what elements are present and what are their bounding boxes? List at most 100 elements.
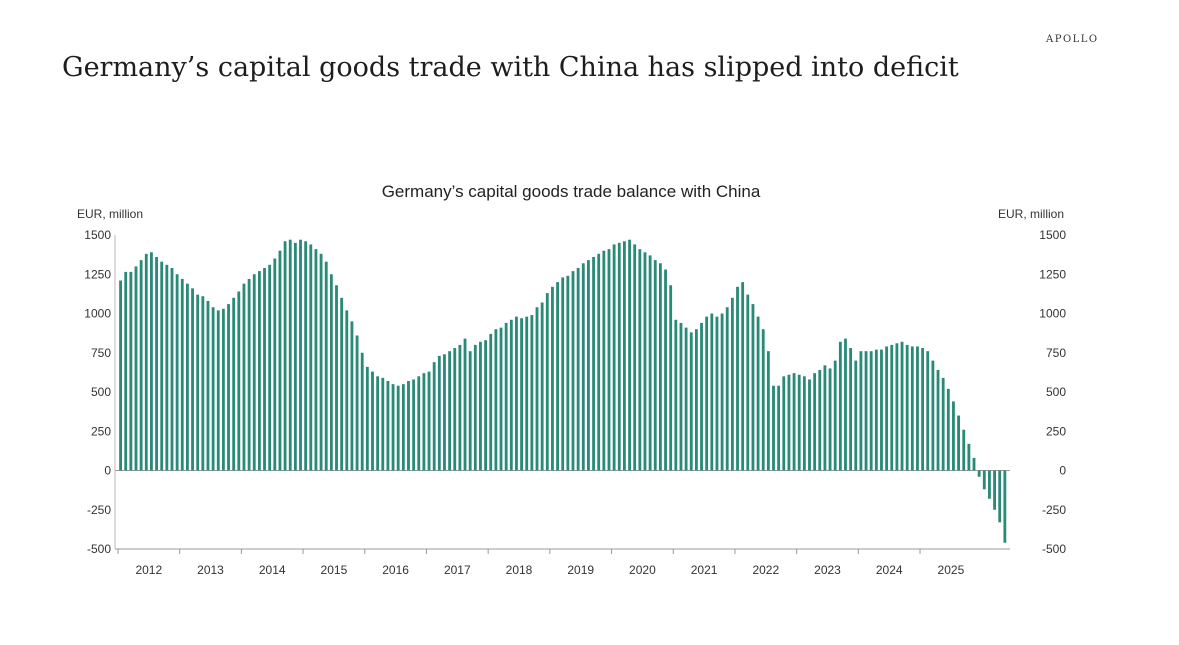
bar <box>730 297 734 471</box>
bar <box>458 344 462 471</box>
bar <box>916 346 919 471</box>
bar <box>401 384 405 471</box>
bar <box>972 457 976 471</box>
bar <box>880 349 883 471</box>
bar <box>772 385 775 471</box>
bar <box>715 316 719 471</box>
bar <box>494 329 498 471</box>
bar <box>263 267 266 471</box>
bar <box>134 266 138 471</box>
bar <box>741 282 745 471</box>
bar <box>443 354 446 471</box>
y-tick-label-right: 1500 <box>1039 228 1066 242</box>
bar <box>221 308 225 471</box>
bar <box>340 297 344 471</box>
bar <box>854 360 858 471</box>
bar <box>268 264 272 471</box>
bar <box>232 297 236 471</box>
bar <box>628 239 631 471</box>
bar <box>288 239 292 471</box>
bar <box>335 285 338 471</box>
bar <box>561 277 565 471</box>
bar <box>412 379 416 471</box>
bar <box>679 322 683 471</box>
x-tick-label: 2020 <box>629 563 656 577</box>
bar <box>633 244 637 471</box>
bar <box>473 344 477 471</box>
bar <box>838 341 842 471</box>
bar <box>509 319 513 471</box>
bar <box>556 282 559 471</box>
bar <box>808 379 811 471</box>
bar <box>710 313 714 471</box>
bar <box>869 351 873 471</box>
bar <box>566 275 570 471</box>
x-tick-label: 2014 <box>259 563 286 577</box>
bar <box>823 365 827 471</box>
bar <box>227 304 230 471</box>
bar <box>982 470 986 490</box>
bar <box>185 283 189 471</box>
bar <box>407 381 410 471</box>
bar <box>962 429 966 471</box>
y-tick-label-left: 1250 <box>84 267 111 281</box>
y-tick-label-right: -250 <box>1042 503 1066 517</box>
bar <box>150 252 153 471</box>
x-tick-label: 2016 <box>382 563 409 577</box>
y-axis-right: 1500 1250 1000 750 500 250 0 -250 -500 <box>1039 228 1066 556</box>
bar <box>350 321 354 471</box>
y-tick-label-left: 500 <box>91 385 111 399</box>
bar <box>489 333 493 471</box>
bar <box>761 329 765 471</box>
bar <box>977 470 981 477</box>
bar <box>345 310 349 471</box>
bar <box>890 344 894 471</box>
y-tick-label-left: -250 <box>87 503 111 517</box>
bar <box>957 415 960 471</box>
bar <box>818 370 822 471</box>
bar <box>124 271 128 471</box>
bar <box>952 401 955 471</box>
bar <box>725 307 729 471</box>
bar <box>988 470 991 499</box>
bar <box>910 346 914 471</box>
bar <box>252 274 256 471</box>
bar <box>777 385 781 471</box>
bar <box>782 376 786 471</box>
x-tick-label: 2018 <box>506 563 533 577</box>
bar <box>602 250 606 471</box>
bar <box>833 360 837 471</box>
bar <box>751 304 755 471</box>
bar <box>623 241 626 471</box>
bar <box>689 332 693 471</box>
bar <box>592 256 595 471</box>
bar <box>926 351 930 471</box>
bar <box>607 249 611 471</box>
y-axis-left: 1500 1250 1000 750 500 250 0 -250 -500 <box>84 228 111 556</box>
bar <box>417 376 421 471</box>
bar <box>993 470 996 510</box>
y-tick-label-right: 1250 <box>1039 267 1066 281</box>
x-tick-label: 2017 <box>444 563 471 577</box>
y-tick-label-right: 0 <box>1059 464 1066 478</box>
bar <box>720 313 724 471</box>
bar <box>242 283 246 471</box>
bar <box>859 351 863 471</box>
y-tick-label-right: 1000 <box>1039 307 1066 321</box>
y-tick-label-left: 0 <box>104 464 111 478</box>
bar <box>129 271 133 471</box>
bar <box>237 291 241 471</box>
bar <box>139 260 143 471</box>
brand-logo: APOLLO <box>1046 34 1099 45</box>
bar <box>309 244 313 471</box>
bar <box>432 362 436 471</box>
bar <box>119 280 122 471</box>
bar <box>180 278 184 471</box>
bar <box>144 253 148 471</box>
bar <box>597 253 601 471</box>
bar <box>617 242 621 471</box>
x-tick-label: 2019 <box>567 563 594 577</box>
bar <box>797 374 801 471</box>
bar <box>299 239 302 471</box>
